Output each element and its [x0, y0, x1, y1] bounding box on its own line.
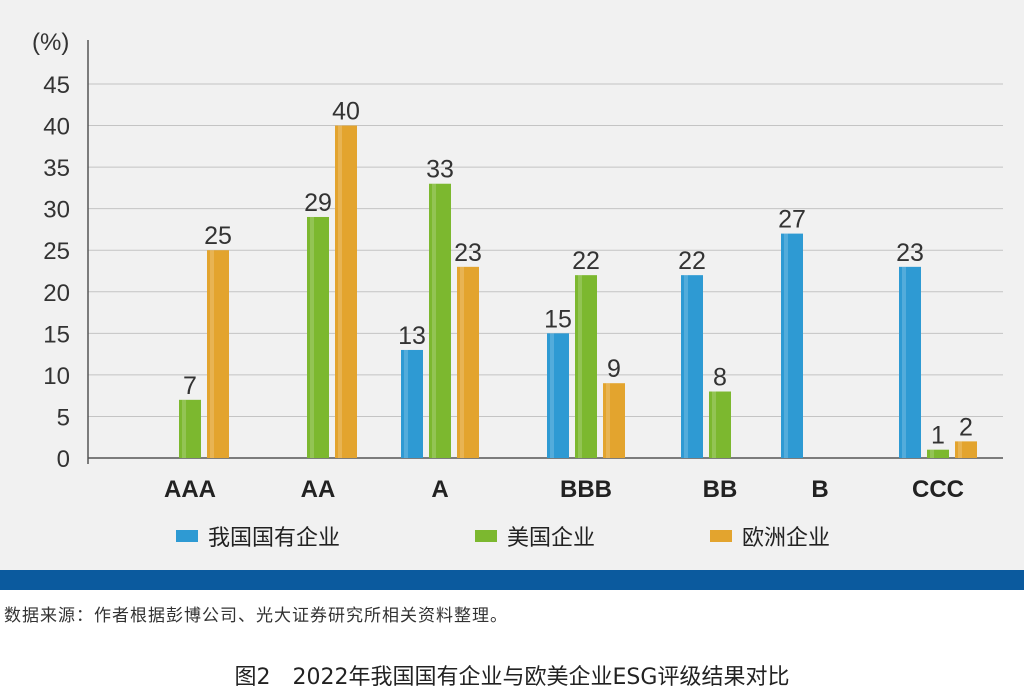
bar — [179, 399, 201, 458]
bar-highlight — [432, 183, 436, 458]
data-label: 15 — [544, 305, 572, 333]
bar-highlight — [182, 399, 186, 458]
legend-swatch — [710, 530, 732, 542]
bar-highlight — [210, 250, 214, 458]
bar — [547, 333, 569, 458]
y-tick-label: 40 — [43, 114, 70, 141]
y-tick-label: 20 — [43, 280, 70, 307]
data-label: 1 — [931, 422, 945, 450]
data-label: 22 — [678, 247, 706, 275]
x-tick-label: AA — [301, 476, 336, 503]
bar-highlight — [902, 266, 906, 458]
bar-chart: 051015202530354045(%)1315222723729332281… — [32, 29, 1003, 551]
bar-highlight — [338, 125, 342, 459]
y-tick-label: 30 — [43, 197, 70, 224]
divider-band — [0, 570, 1024, 590]
x-tick-label: BBB — [560, 476, 612, 503]
y-tick-label: 15 — [43, 321, 70, 348]
data-label: 13 — [398, 322, 426, 350]
bar-highlight — [606, 383, 610, 458]
bar — [709, 391, 731, 458]
y-tick-label: 0 — [57, 446, 70, 473]
x-tick-label: B — [811, 476, 828, 503]
bar-highlight — [784, 233, 788, 458]
bar-highlight — [958, 441, 962, 458]
bar — [899, 266, 921, 458]
legend-swatch — [475, 530, 497, 542]
bar-highlight — [684, 275, 688, 458]
data-label: 2 — [959, 413, 973, 441]
y-unit-label: (%) — [32, 29, 69, 56]
bar — [955, 441, 977, 458]
data-label: 40 — [332, 98, 360, 126]
bar — [575, 275, 597, 458]
bar — [401, 349, 423, 458]
data-label: 29 — [304, 189, 332, 217]
data-label: 22 — [572, 247, 600, 275]
bar — [781, 233, 803, 458]
y-tick-label: 35 — [43, 155, 70, 182]
bar — [207, 250, 229, 458]
bar — [457, 266, 479, 458]
bar-highlight — [930, 449, 934, 458]
legend-label: 美国企业 — [507, 526, 595, 551]
data-label: 23 — [896, 239, 924, 267]
y-tick-label: 25 — [43, 238, 70, 265]
legend-label: 欧洲企业 — [742, 526, 830, 551]
y-tick-label: 5 — [57, 404, 70, 431]
data-label: 8 — [713, 364, 727, 392]
x-tick-label: BB — [703, 476, 738, 503]
data-label: 9 — [607, 355, 621, 383]
bar-highlight — [404, 349, 408, 458]
bar-highlight — [460, 266, 464, 458]
data-label: 25 — [204, 222, 232, 250]
y-tick-label: 10 — [43, 363, 70, 390]
source-note: 数据来源：作者根据彭博公司、光大证券研究所相关资料整理。 — [4, 606, 508, 626]
data-label: 7 — [183, 372, 197, 400]
data-label: 27 — [778, 206, 806, 234]
chart-panel: 0 5 10 15 20 25 30 35 40 45 (%) 13 15 22 27 23 7 29 33 22 8 1… — [0, 0, 1024, 570]
legend-swatch — [176, 530, 198, 542]
bar-highlight — [550, 333, 554, 458]
bar — [307, 216, 329, 458]
x-tick-label: AAA — [164, 476, 216, 503]
x-tick-label: CCC — [912, 476, 964, 503]
bar — [603, 383, 625, 458]
bar — [335, 125, 357, 459]
data-label: 33 — [426, 156, 454, 184]
bar — [681, 275, 703, 458]
y-tick-label: 45 — [43, 72, 70, 99]
bar-highlight — [578, 275, 582, 458]
data-label: 23 — [454, 239, 482, 267]
bar — [927, 449, 949, 458]
x-tick-label: A — [431, 476, 448, 503]
bar-highlight — [712, 391, 716, 458]
bar — [429, 183, 451, 458]
figure-caption: 图2 2022年我国国有企业与欧美企业ESG评级结果对比 — [234, 665, 790, 690]
legend-label: 我国国有企业 — [208, 526, 340, 551]
bar-highlight — [310, 216, 314, 458]
